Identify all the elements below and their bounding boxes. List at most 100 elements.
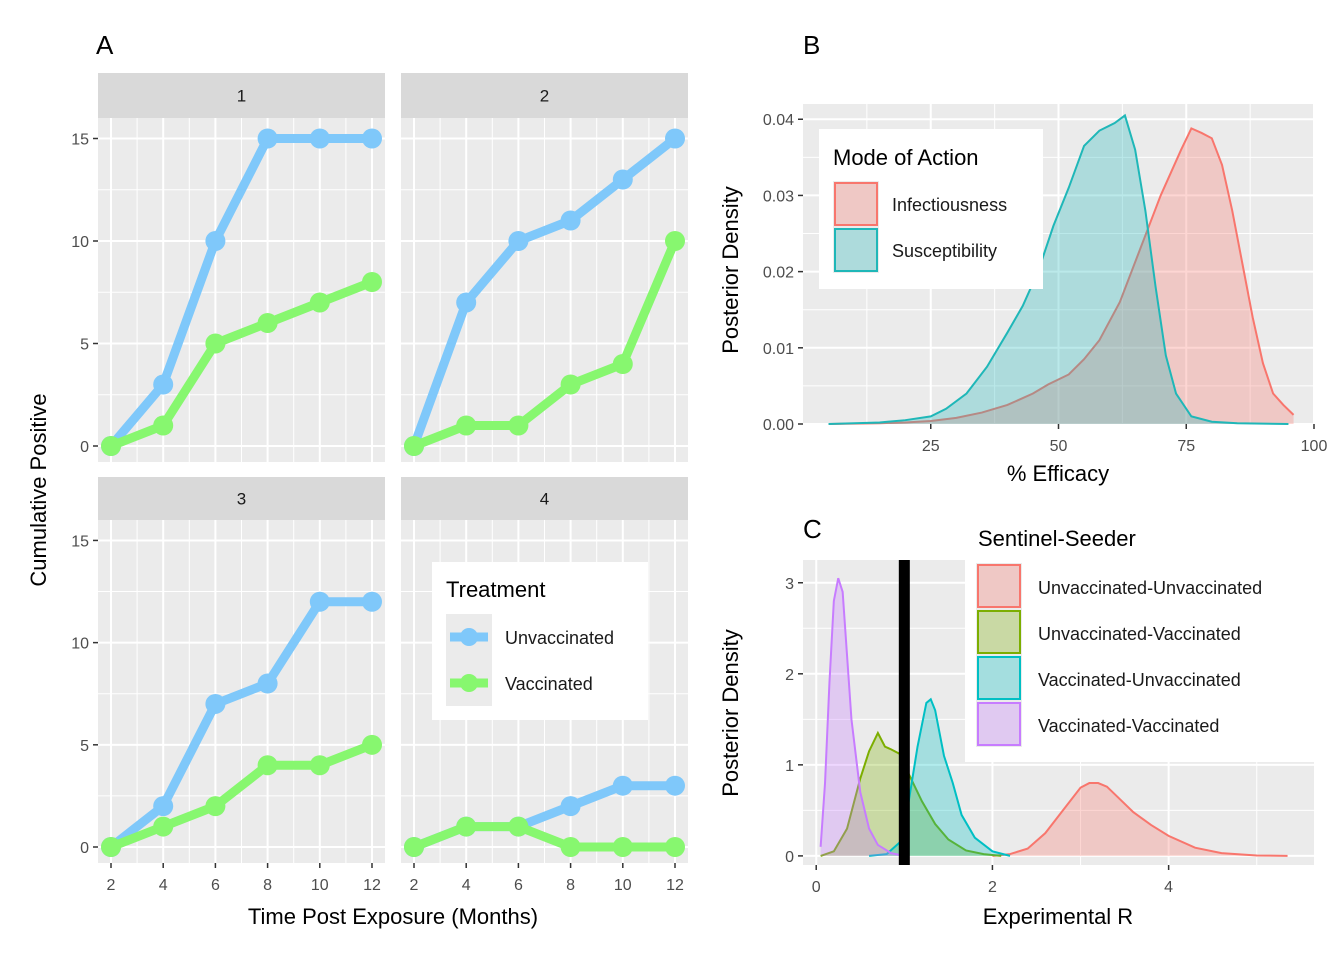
data-point-vaccinated [101, 436, 121, 456]
facet-strip [401, 73, 688, 118]
data-point-unvaccinated [309, 128, 330, 149]
x-tick-label: 2 [107, 877, 116, 894]
x-tick-label: 2 [410, 877, 419, 894]
panel-C-letter: C [803, 514, 822, 544]
density-line-3 [819, 577, 905, 857]
data-point-vaccinated [362, 734, 382, 755]
facet-strip-label: 2 [540, 87, 549, 106]
x-tick-label: 6 [211, 877, 220, 894]
y-tick-label: 15 [71, 533, 89, 550]
panel-a-legend-unvaccinated: Unvaccinated [505, 628, 614, 648]
panel-a-legend: Treatment Unvaccinated Vaccinated [432, 562, 648, 720]
data-point-vaccinated [153, 816, 174, 837]
facet-strip-label: 4 [540, 490, 549, 509]
x-tick-label: 6 [514, 877, 523, 894]
legend-uu-swatch [977, 564, 1021, 608]
panel-a-legend-vaccinated: Vaccinated [505, 674, 593, 694]
y-tick-label: 0.04 [763, 112, 794, 129]
density-area-2 [869, 699, 1011, 856]
data-point-unvaccinated [665, 775, 685, 796]
legend-vaccinated-marker [460, 674, 478, 692]
panel-b-legend-infectiousness: Infectiousness [892, 195, 1007, 215]
x-tick-label: 50 [1050, 438, 1068, 455]
panel-c-xlabel: Experimental R [983, 904, 1133, 929]
panel-b-ylabel: Posterior Density [718, 186, 743, 354]
data-point-unvaccinated [205, 231, 226, 251]
y-tick-label: 10 [71, 636, 89, 653]
data-point-unvaccinated [612, 775, 633, 796]
panel-b-legend-title: Mode of Action [833, 145, 979, 170]
facet-strip [401, 477, 688, 520]
data-point-vaccinated [456, 415, 477, 436]
facet-strip [98, 73, 385, 118]
density-area-0 [828, 128, 1294, 424]
facet-strip [98, 477, 385, 520]
x-tick-label: 8 [263, 877, 272, 894]
density-line-1 [820, 730, 1002, 857]
data-point-vaccinated [257, 313, 278, 333]
data-point-unvaccinated [153, 374, 174, 395]
y-tick-label: 2 [785, 667, 794, 684]
legend-infectiousness-swatch [834, 182, 878, 226]
data-point-unvaccinated [665, 128, 685, 149]
x-tick-label: 12 [363, 877, 381, 894]
y-tick-label: 15 [71, 132, 89, 149]
data-point-vaccinated [665, 231, 685, 251]
panel-c-legend-uv: Unvaccinated-Vaccinated [1038, 624, 1241, 644]
data-point-unvaccinated [362, 128, 382, 149]
panel-a-xlabel: Time Post Exposure (Months) [248, 904, 538, 929]
panel-c-ylabel: Posterior Density [718, 629, 743, 797]
y-tick-label: 0 [80, 840, 89, 857]
legend-vv-swatch [977, 702, 1021, 746]
data-point-vaccinated [404, 837, 424, 857]
data-point-vaccinated [560, 837, 581, 857]
legend-susceptibility-swatch [834, 228, 878, 272]
data-point-vaccinated [257, 755, 278, 776]
data-point-unvaccinated [456, 292, 477, 313]
data-point-vaccinated [205, 333, 226, 354]
panel-c-legend-title: Sentinel-Seeder [978, 526, 1136, 551]
legend-vu-swatch [977, 656, 1021, 700]
data-point-unvaccinated [153, 796, 174, 817]
y-tick-label: 5 [80, 337, 89, 354]
facet-strip-label: 1 [237, 87, 246, 106]
facet-2: 2 [401, 73, 688, 462]
data-point-vaccinated [508, 816, 529, 837]
data-point-vaccinated [309, 755, 330, 776]
x-tick-label: 10 [311, 877, 329, 894]
panel-a-ylabel: Cumulative Positive [26, 393, 51, 586]
x-tick-label: 100 [1301, 438, 1328, 455]
panel-b-legend-susceptibility: Susceptibility [892, 241, 997, 261]
data-point-vaccinated [101, 837, 121, 857]
x-tick-label: 75 [1177, 438, 1195, 455]
y-tick-label: 0.00 [763, 417, 794, 434]
x-tick-label: 4 [159, 877, 168, 894]
data-point-unvaccinated [560, 210, 581, 231]
facet-strip-label: 3 [237, 490, 246, 509]
data-point-unvaccinated [362, 591, 382, 612]
facet-3: 3 2 4 6 8 10 12 0 5 10 15 [71, 477, 385, 894]
panel-c-legend-vu: Vaccinated-Unvaccinated [1038, 670, 1241, 690]
x-tick-label: 4 [1164, 879, 1173, 896]
data-point-vaccinated [205, 796, 226, 817]
y-tick-label: 0 [80, 439, 89, 456]
data-point-unvaccinated [560, 796, 581, 817]
density-line-1 [828, 113, 1289, 425]
y-tick-label: 0.02 [763, 265, 794, 282]
data-point-unvaccinated [205, 693, 226, 714]
panel-c-legend: Sentinel-Seeder Unvaccinated-Unvaccinate… [965, 516, 1317, 762]
legend-uv-swatch [977, 610, 1021, 654]
data-point-vaccinated [560, 374, 581, 395]
data-point-vaccinated [612, 354, 633, 374]
y-tick-label: 0.03 [763, 188, 794, 205]
panel-c-legend-vv: Vaccinated-Vaccinated [1038, 716, 1219, 736]
panel-b-xlabel: % Efficacy [1007, 461, 1109, 486]
x-tick-label: 25 [922, 438, 940, 455]
y-tick-label: 10 [71, 234, 89, 251]
y-tick-label: 1 [785, 758, 794, 775]
data-point-unvaccinated [508, 231, 529, 251]
x-tick-label: 0 [812, 879, 821, 896]
